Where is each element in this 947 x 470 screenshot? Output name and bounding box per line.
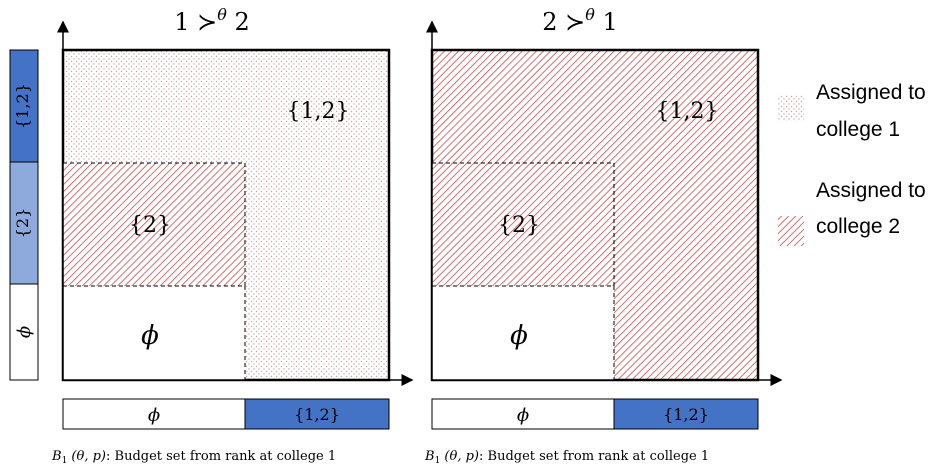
vbar-segment-2 bbox=[9, 161, 39, 285]
legend-hatched-line2: college 2 bbox=[816, 215, 900, 238]
vbar-segment-12 bbox=[9, 49, 39, 163]
left-region-2 bbox=[62, 162, 246, 287]
legend-dotted-swatch bbox=[778, 95, 804, 121]
left-panel: 1 ≻θ 2 {1,2} {2} ϕ ϕ {1,2} B1 (θ, p): Bu… bbox=[51, 5, 414, 466]
legend-dotted-line2: college 1 bbox=[816, 118, 900, 141]
left-region-2-label: {2} bbox=[129, 213, 171, 238]
right-caption: B1 (θ, p): Budget set from rank at colle… bbox=[424, 449, 709, 466]
legend-dotted-line1: Assigned to bbox=[816, 81, 926, 104]
right-hbar-12 bbox=[613, 398, 759, 430]
left-hbar-empty bbox=[62, 398, 246, 430]
left-region-empty-label: ϕ bbox=[141, 321, 159, 351]
vertical-rank-bar: {1,2} {2} ϕ bbox=[9, 49, 39, 381]
left-horizontal-bar: ϕ {1,2} bbox=[62, 398, 390, 430]
right-region-empty bbox=[431, 285, 615, 381]
left-region-12-label: {1,2} bbox=[287, 99, 350, 124]
right-hbar-12-label: {1,2} bbox=[663, 405, 709, 424]
vbar-segment-empty bbox=[9, 283, 39, 381]
left-caption: B1 (θ, p): Budget set from rank at colle… bbox=[51, 449, 336, 466]
vbar-label-12: {1,2} bbox=[13, 83, 32, 129]
legend-hatched-line1: Assigned to bbox=[816, 179, 926, 202]
left-hbar-12 bbox=[244, 398, 390, 430]
right-region-2 bbox=[431, 162, 615, 287]
right-region-empty-label: ϕ bbox=[510, 321, 528, 351]
legend: Assigned to college 1 Assigned to colleg… bbox=[778, 81, 926, 246]
right-panel: 2 ≻θ 1 {1,2} {2} ϕ ϕ {1,2} B1 (θ, p): Bu… bbox=[424, 5, 783, 466]
left-hbar-empty-label: ϕ bbox=[148, 405, 160, 426]
right-region-2-label: {2} bbox=[498, 213, 540, 238]
legend-hatched-swatch bbox=[778, 216, 804, 246]
left-hbar-12-label: {1,2} bbox=[294, 405, 340, 424]
vbar-label-empty: ϕ bbox=[14, 326, 35, 338]
right-hbar-empty-label: ϕ bbox=[517, 405, 529, 426]
right-horizontal-bar: ϕ {1,2} bbox=[431, 398, 759, 430]
right-region-12-label: {1,2} bbox=[656, 99, 719, 124]
vbar-label-2: {2} bbox=[13, 208, 32, 239]
right-panel-title: 2 ≻θ 1 bbox=[542, 5, 618, 36]
left-panel-title: 1 ≻θ 2 bbox=[174, 5, 250, 36]
right-hbar-empty bbox=[431, 398, 615, 430]
